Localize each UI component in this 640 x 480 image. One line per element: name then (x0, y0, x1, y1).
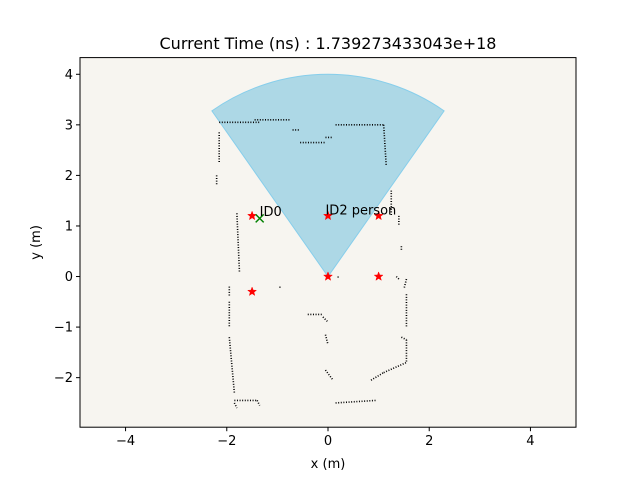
star-marker (373, 271, 384, 281)
y-axis-label: y (m) (29, 225, 44, 260)
field-of-view-layer (211, 73, 445, 278)
star-marker (247, 286, 258, 296)
obstacle-segment (233, 402, 238, 409)
x-tick-label: 2 (425, 434, 433, 449)
x-tick-label: −2 (217, 434, 236, 449)
y-tick-label: 1 (65, 219, 73, 234)
obstacle-segment (335, 399, 377, 404)
obstacle-segment (322, 316, 329, 323)
x-axis-ticks: −4 −2 0 2 4 (116, 427, 535, 449)
y-tick-label: 4 (65, 68, 73, 83)
x-tick-label: −4 (116, 434, 135, 449)
fov-wedge (211, 73, 445, 278)
y-tick-label: 0 (65, 270, 73, 285)
y-tick-label: −2 (54, 371, 73, 386)
obstacle-segment (256, 400, 261, 406)
point-annotation: ID2 person (325, 203, 396, 218)
point-annotation: ID0 (260, 205, 282, 220)
y-axis-ticks: −2 −1 0 1 2 3 4 (54, 68, 80, 386)
annotation-layer: ID0 ID2 person (260, 203, 397, 220)
obstacle-segment (403, 278, 408, 290)
obstacle-segment (324, 369, 334, 381)
y-tick-label: 3 (65, 118, 73, 133)
y-tick-label: 2 (65, 169, 73, 184)
star-marker (322, 271, 334, 281)
obstacle-segment (236, 213, 241, 272)
chart-title: Current Time (ns) : 1.739273433043e+18 (160, 34, 497, 53)
cross-marker (255, 213, 265, 223)
x-axis-label: x (m) (311, 457, 346, 472)
y-tick-label: −1 (54, 321, 73, 336)
obstacle-segment (395, 275, 400, 280)
star-marker (373, 210, 384, 221)
x-tick-label: 4 (526, 434, 534, 449)
obstacle-points-layer (215, 118, 408, 409)
obstacle-segment (401, 336, 407, 341)
star-marker (247, 210, 258, 221)
x-tick-label: 0 (324, 434, 332, 449)
star-marker (322, 210, 334, 221)
obstacle-segment (324, 334, 329, 345)
marker-layer (247, 210, 384, 296)
